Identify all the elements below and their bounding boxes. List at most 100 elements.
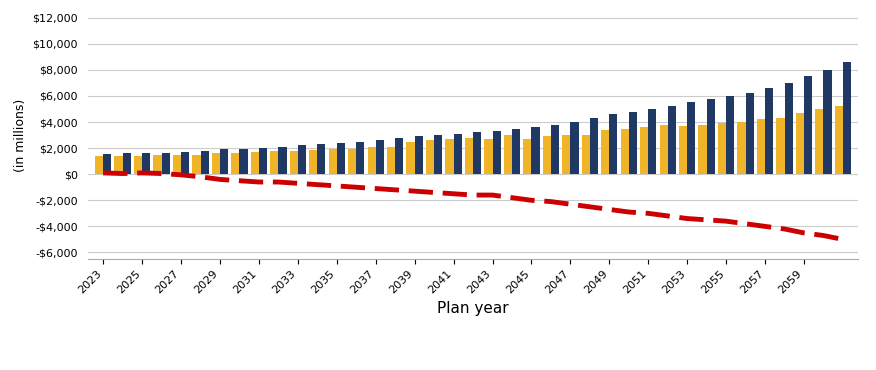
Bar <box>434 135 442 174</box>
Net Cash Flow <box>409 189 420 194</box>
Bar <box>193 155 201 174</box>
Bar <box>523 139 532 174</box>
Bar <box>212 153 220 174</box>
Bar <box>843 62 851 174</box>
Bar <box>173 155 181 174</box>
Net Cash Flow <box>293 181 303 185</box>
Bar <box>590 118 598 174</box>
Bar <box>279 147 286 174</box>
Bar <box>95 156 103 174</box>
Bar <box>317 144 326 174</box>
Net Cash Flow <box>818 233 829 238</box>
Bar <box>543 137 551 174</box>
Net Cash Flow <box>215 177 225 182</box>
Bar <box>765 88 774 174</box>
Net Cash Flow <box>837 237 848 242</box>
Bar <box>259 148 267 174</box>
Bar <box>414 137 423 174</box>
Bar <box>492 131 501 174</box>
Bar <box>532 127 540 174</box>
Bar <box>687 102 696 174</box>
Net Cash Flow <box>604 207 615 212</box>
Bar <box>406 142 414 174</box>
Bar <box>726 96 734 174</box>
Bar <box>181 152 189 174</box>
Bar <box>745 93 753 174</box>
Bar <box>309 150 317 174</box>
Bar <box>239 149 248 174</box>
Net Cash Flow <box>234 178 244 183</box>
Bar <box>368 147 376 174</box>
Bar <box>512 128 520 174</box>
Net Cash Flow <box>799 231 809 235</box>
Bar <box>395 138 403 174</box>
X-axis label: Plan year: Plan year <box>437 302 509 316</box>
Bar <box>795 113 804 174</box>
Net Cash Flow <box>584 205 595 209</box>
Bar <box>376 140 384 174</box>
Bar <box>387 147 395 174</box>
Bar <box>804 76 812 174</box>
Bar <box>336 143 345 174</box>
Bar <box>103 154 111 174</box>
Bar <box>445 139 454 174</box>
Bar <box>551 125 559 174</box>
Bar <box>698 125 707 174</box>
Bar <box>348 149 357 174</box>
Bar <box>562 135 570 174</box>
Bar <box>629 112 637 174</box>
Net Cash Flow <box>429 190 440 195</box>
Net Cash Flow <box>331 184 342 188</box>
Bar <box>270 151 279 174</box>
Bar <box>504 135 512 174</box>
Bar <box>582 135 590 174</box>
Bar <box>426 140 434 174</box>
Bar <box>718 123 726 174</box>
Bar <box>231 153 239 174</box>
Bar <box>601 130 610 174</box>
Net Cash Flow <box>487 193 498 197</box>
Net Cash Flow <box>526 198 537 202</box>
Bar <box>620 128 629 174</box>
Bar <box>115 156 123 174</box>
Bar <box>298 145 306 174</box>
Bar <box>454 134 462 174</box>
Net Cash Flow <box>449 192 459 196</box>
Net Cash Flow <box>254 180 265 184</box>
Net Cash Flow <box>98 171 109 175</box>
Bar <box>776 118 785 174</box>
Net Cash Flow <box>759 224 770 229</box>
Net Cash Flow <box>351 185 362 189</box>
Bar <box>570 122 578 174</box>
Bar <box>668 106 676 174</box>
Bar <box>823 70 831 174</box>
Bar <box>465 138 473 174</box>
Net Cash Flow <box>390 188 400 192</box>
Bar <box>201 151 208 174</box>
Y-axis label: (in millions): (in millions) <box>14 98 26 172</box>
Bar <box>679 126 687 174</box>
Net Cash Flow <box>273 180 284 184</box>
Bar <box>153 155 161 174</box>
Bar <box>610 114 618 174</box>
Bar <box>660 125 668 174</box>
Bar <box>251 152 259 174</box>
Net Cash Flow <box>468 193 478 197</box>
Bar <box>161 153 170 174</box>
Bar <box>142 153 151 174</box>
Bar <box>473 132 481 174</box>
Bar <box>640 127 648 174</box>
Bar <box>757 120 765 174</box>
Bar <box>648 109 656 174</box>
Bar <box>785 83 793 174</box>
Net Cash Flow <box>506 195 517 200</box>
Net Cash Flow <box>662 214 673 218</box>
Net Cash Flow <box>156 171 166 176</box>
Net Cash Flow <box>565 202 576 206</box>
Bar <box>357 142 364 174</box>
Line: Net Cash Flow: Net Cash Flow <box>103 173 843 239</box>
Net Cash Flow <box>702 218 712 222</box>
Net Cash Flow <box>117 171 128 176</box>
Net Cash Flow <box>312 182 322 187</box>
Net Cash Flow <box>371 186 381 191</box>
